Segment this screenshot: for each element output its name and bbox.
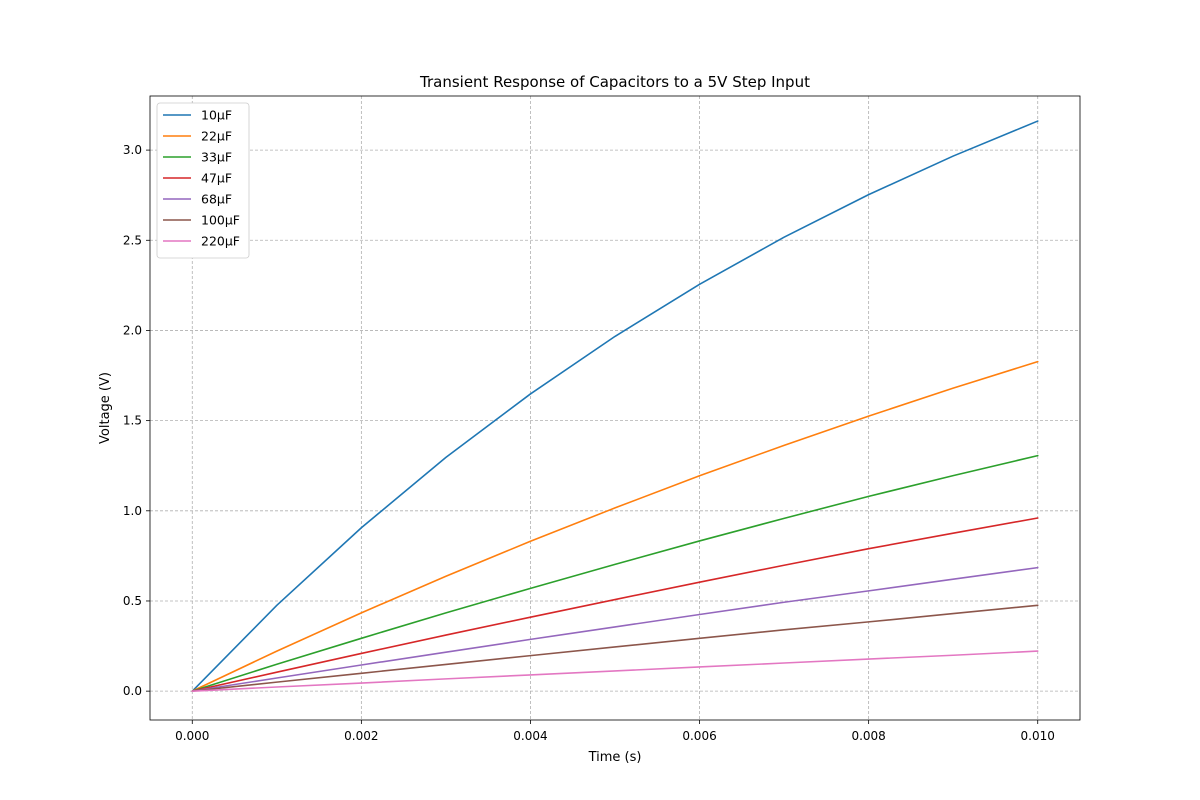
y-tick-label: 2.5 — [123, 233, 142, 247]
legend-label: 68μF — [201, 192, 232, 207]
y-tick-label: 3.0 — [123, 143, 142, 157]
plot-area-frame — [149, 95, 1081, 721]
x-axis-label: Time (s) — [588, 750, 642, 765]
grid — [150, 96, 1080, 720]
series-lines — [191, 120, 1039, 692]
chart-title: Transient Response of Capacitors to a 5V… — [419, 73, 810, 91]
y-tick-label: 0.5 — [123, 594, 142, 608]
y-axis-label: Voltage (V) — [98, 372, 113, 444]
legend-label: 22μF — [201, 129, 232, 144]
series-line-47f — [191, 517, 1039, 692]
legend-label: 10μF — [201, 108, 232, 123]
series-line-68f — [191, 566, 1039, 692]
axis-ticks: 0.000 0.002 0.004 0.006 0.008 0.010 0.0 0.5 1.0 1… — [123, 143, 1055, 743]
legend-label: 33μF — [201, 150, 232, 165]
x-tick-label: 0.008 — [851, 729, 885, 743]
y-tick-label: 1.5 — [123, 414, 142, 428]
series-line-100f — [191, 604, 1039, 692]
y-tick-label: 0.0 — [123, 684, 142, 698]
legend-label: 100μF — [201, 213, 240, 228]
series-line-220f — [191, 650, 1039, 692]
legend-label: 47μF — [201, 171, 232, 186]
legend-label: 220μF — [201, 234, 240, 249]
x-tick-label: 0.006 — [682, 729, 716, 743]
legend: 10μF 22μF 33μF 47μF 68μF 100μF 220μF — [156, 102, 250, 259]
x-tick-label: 0.000 — [175, 729, 209, 743]
x-tick-label: 0.010 — [1021, 729, 1055, 743]
x-tick-label: 0.002 — [344, 729, 378, 743]
series-line-22f — [191, 360, 1039, 692]
series-line-10f — [191, 120, 1039, 692]
y-tick-label: 1.0 — [123, 504, 142, 518]
x-tick-label: 0.004 — [513, 729, 547, 743]
y-tick-label: 2.0 — [123, 323, 142, 337]
series-line-33f — [191, 454, 1039, 692]
